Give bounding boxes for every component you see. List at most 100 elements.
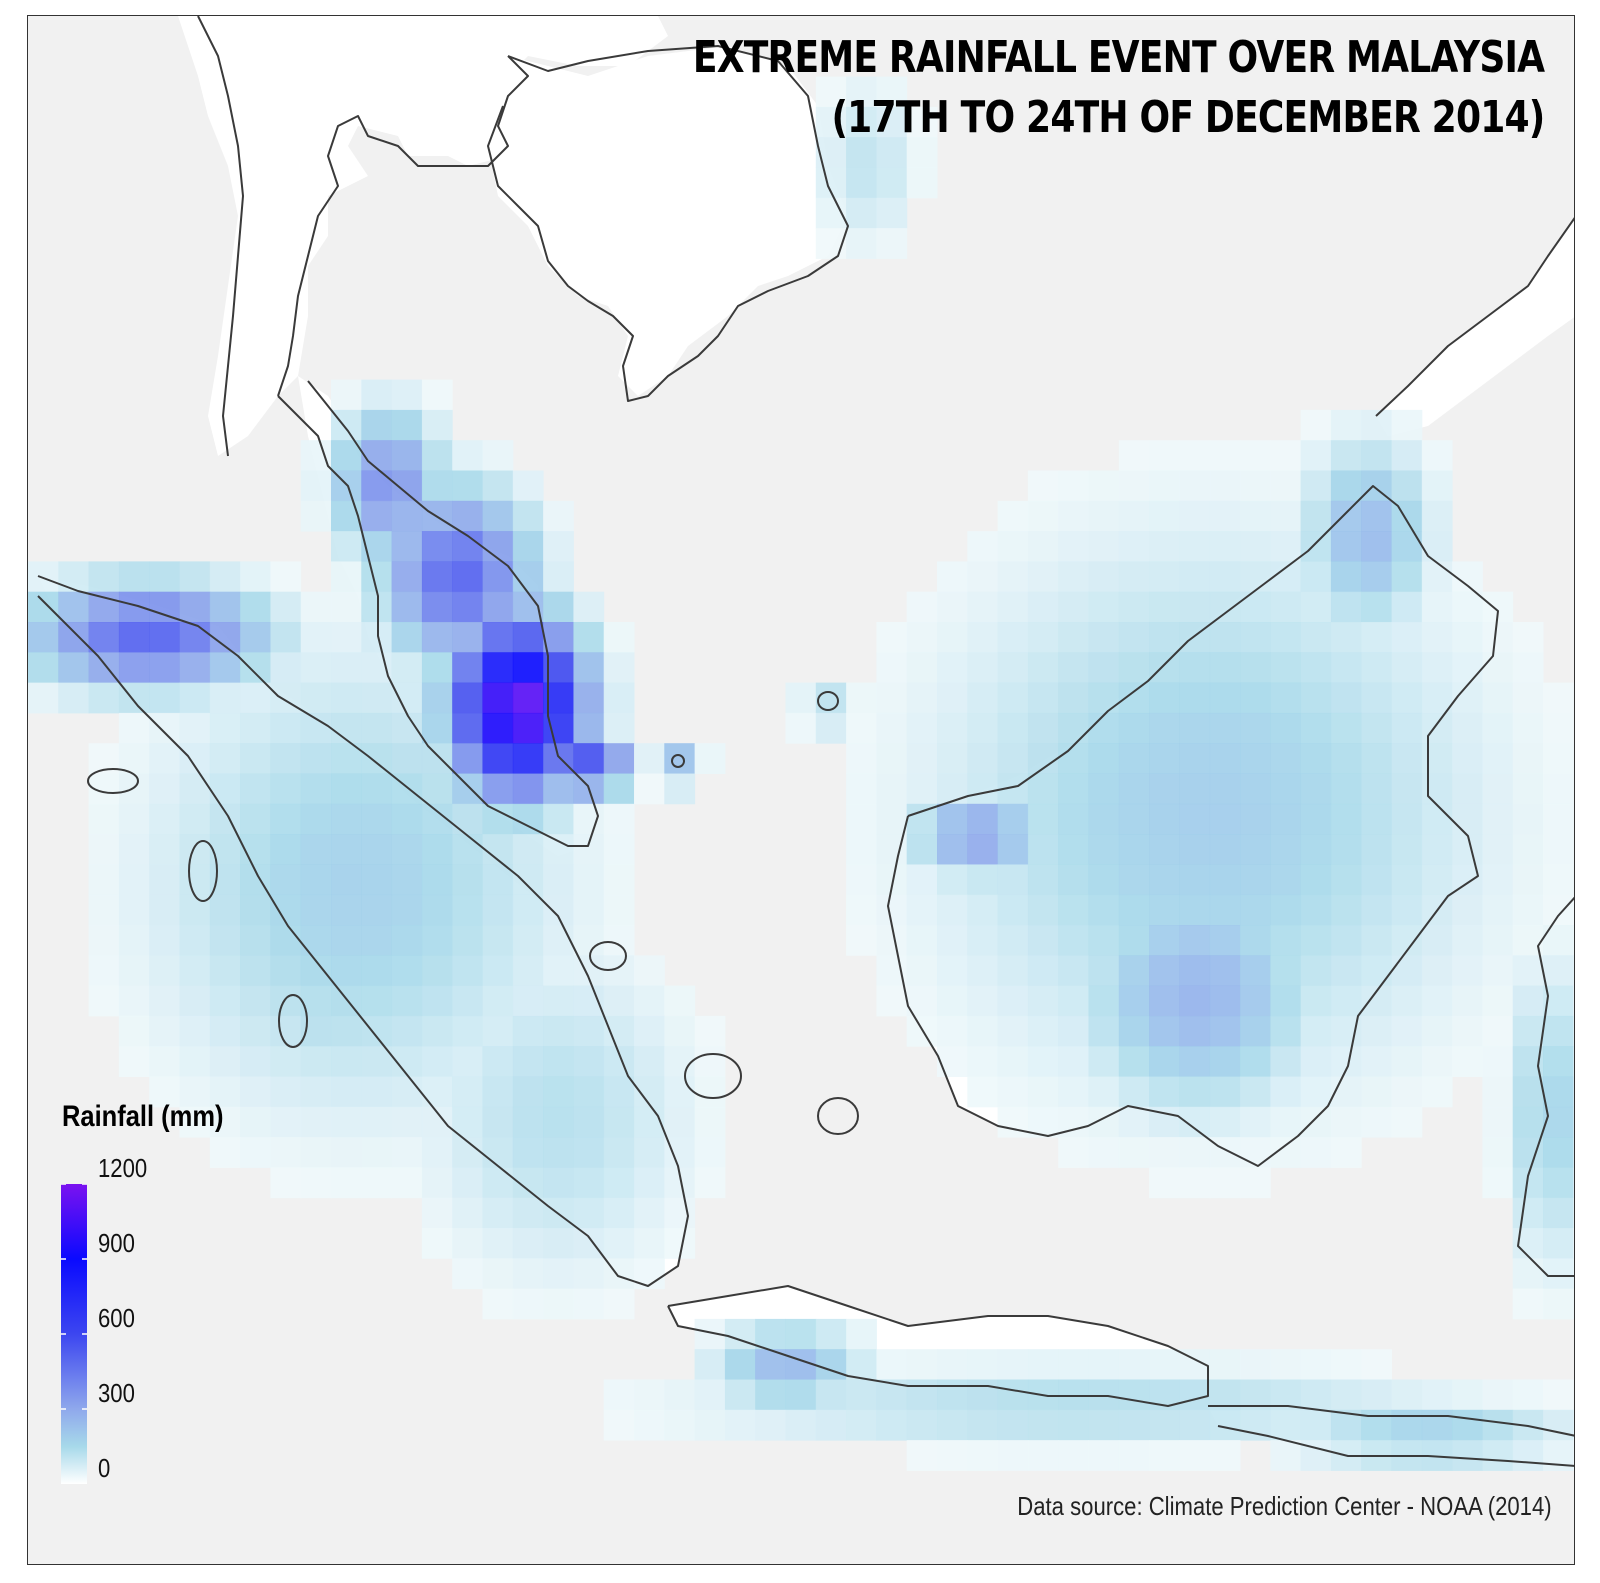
rainfall-cell: [300, 652, 332, 684]
rainfall-cell: [512, 652, 544, 684]
rainfall-cell: [209, 561, 241, 593]
rainfall-cell: [300, 834, 332, 865]
rainfall-cell: [1361, 591, 1392, 623]
rainfall-cell: [179, 652, 211, 684]
rainfall-cell: [724, 1379, 756, 1411]
rainfall-cell: [573, 743, 605, 774]
rainfall-cell: [179, 1106, 211, 1138]
rainfall-cell: [1361, 531, 1392, 562]
rainfall-cell: [1512, 1197, 1544, 1229]
rainfall-cell: [937, 622, 968, 653]
rainfall-cell: [512, 1228, 544, 1259]
rainfall-cell: [391, 531, 423, 562]
rainfall-cell: [603, 652, 635, 684]
rainfall-cell: [543, 1015, 574, 1047]
rainfall-cell: [846, 834, 877, 865]
land-philippines-palawan: [1376, 218, 1574, 436]
rainfall-cell: [1300, 1106, 1332, 1138]
land-thailand-myanmar: [178, 16, 668, 456]
rainfall-cell: [1482, 894, 1514, 926]
rainfall-cell: [1543, 955, 1574, 987]
rainfall-cell: [1421, 712, 1453, 744]
rainfall-cell: [179, 834, 211, 865]
rainfall-cell: [785, 1318, 817, 1350]
rainfall-cell: [1149, 440, 1180, 471]
rainfall-cell: [512, 561, 544, 593]
rainfall-cell: [421, 591, 453, 623]
rainfall-cell: [1058, 925, 1089, 956]
rainfall-cell: [1240, 561, 1271, 593]
rainfall-cell: [331, 1076, 362, 1108]
rainfall-cell: [1482, 1137, 1514, 1168]
rainfall-cell: [815, 1349, 847, 1380]
rainfall-cell: [937, 1440, 968, 1471]
rainfall-cell: [1270, 864, 1302, 896]
rainfall-cell: [300, 1076, 332, 1108]
rainfall-cell: [724, 1409, 756, 1441]
rainfall-cell: [270, 1167, 302, 1199]
rainfall-cell: [209, 1046, 241, 1077]
rainfall-cell: [1361, 743, 1392, 774]
rainfall-cell: [1209, 1046, 1241, 1077]
rainfall-cell: [1027, 834, 1059, 865]
rainfall-cell: [1573, 1440, 1574, 1471]
rainfall-cell: [815, 1318, 847, 1350]
rainfall-cell: [1361, 834, 1392, 865]
rainfall-cell: [270, 894, 302, 926]
rainfall-cell: [512, 1288, 544, 1320]
rainfall-cell: [240, 652, 271, 684]
rainfall-cell: [573, 834, 605, 865]
rainfall-cell: [937, 1409, 968, 1441]
rainfall-cell: [331, 500, 362, 532]
rainfall-cell: [573, 652, 605, 684]
rainfall-cell: [1118, 894, 1150, 926]
rainfall-cell: [694, 1349, 726, 1380]
rainfall-cell: [603, 1167, 635, 1199]
rainfall-cell: [391, 1015, 423, 1047]
rainfall-cell: [1058, 955, 1089, 987]
rainfall-cell: [361, 743, 393, 774]
rainfall-cell: [209, 894, 241, 926]
rainfall-cell: [573, 682, 605, 714]
rainfall-cell: [664, 773, 696, 805]
rainfall-cell: [179, 925, 211, 956]
rainfall-cell: [240, 1076, 271, 1108]
rainfall-cell: [118, 591, 150, 623]
rainfall-cell: [1118, 1440, 1150, 1471]
rainfall-cell: [331, 834, 362, 865]
rainfall-cell: [997, 1379, 1029, 1411]
rainfall-cell: [1027, 561, 1059, 593]
rainfall-cell: [937, 1349, 968, 1380]
rainfall-cell: [543, 864, 574, 896]
rainfall-cell: [1149, 561, 1180, 593]
rainfall-cell: [997, 1076, 1029, 1108]
rainfall-cell: [1088, 561, 1120, 593]
rainfall-cell: [118, 773, 150, 805]
rainfall-cell: [543, 1137, 574, 1168]
rainfall-cell: [573, 955, 605, 987]
rainfall-cell: [967, 1349, 999, 1380]
rainfall-cell: [1058, 1015, 1089, 1047]
legend-tick-label: 1200: [98, 1153, 148, 1183]
rainfall-cell: [1118, 682, 1150, 714]
rainfall-cell: [1452, 894, 1483, 926]
rainfall-cell: [1240, 682, 1271, 714]
rainfall-cell: [88, 894, 120, 926]
coastline-borneo: [887, 485, 1499, 1167]
rainfall-cell: [482, 803, 514, 835]
rainfall-cell: [997, 1046, 1029, 1077]
rainfall-cell: [1240, 894, 1271, 926]
rainfall-cell: [1179, 591, 1211, 623]
rainfall-cell: [1543, 743, 1574, 774]
rainfall-cell: [937, 864, 968, 896]
rainfall-cell: [1543, 1258, 1574, 1290]
rainfall-cell: [815, 76, 847, 108]
rainfall-cell: [270, 561, 302, 593]
rainfall-cell: [1512, 682, 1544, 714]
rainfall-cell: [452, 440, 483, 471]
rainfall-cell: [1270, 773, 1302, 805]
rainfall-cell: [543, 561, 574, 593]
rainfall-cell: [634, 1197, 665, 1229]
rainfall-cell: [967, 622, 999, 653]
rainfall-cell: [664, 1076, 696, 1108]
